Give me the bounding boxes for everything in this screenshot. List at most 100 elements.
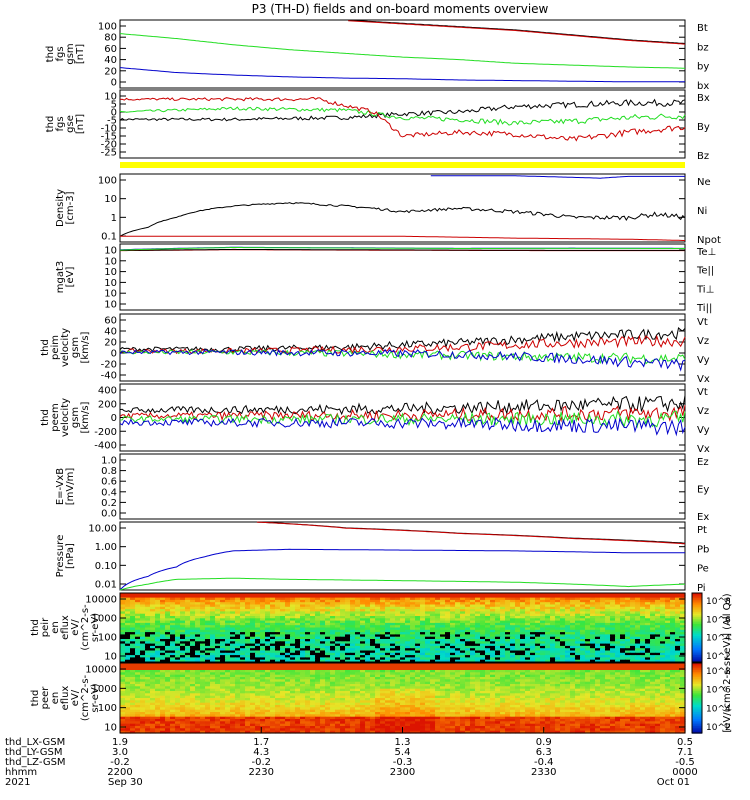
heatmap-cell xyxy=(390,674,396,678)
heatmap-cell xyxy=(415,611,421,615)
heatmap-cell xyxy=(540,599,546,603)
heatmap-cell xyxy=(270,632,276,635)
heatmap-cell xyxy=(540,595,546,599)
heatmap-cell xyxy=(655,655,661,658)
heatmap-cell xyxy=(455,641,461,645)
heatmap-cell xyxy=(455,674,461,678)
heatmap-cell xyxy=(510,593,516,596)
heatmap-cell xyxy=(340,609,346,612)
heatmap-cell xyxy=(255,622,261,626)
heatmap-cell xyxy=(485,686,491,690)
heatmap-cell xyxy=(490,627,496,631)
heatmap-cell xyxy=(555,611,561,615)
heatmap-cell xyxy=(225,627,231,631)
heatmap-cell xyxy=(460,639,466,642)
heatmap-cell xyxy=(470,593,476,596)
heatmap-cell xyxy=(205,679,211,683)
heatmap-cell xyxy=(640,659,646,663)
heatmap-cell xyxy=(185,650,191,654)
heatmap-cell xyxy=(215,595,221,599)
y-tick-label: 80 xyxy=(104,33,117,44)
heatmap-cell xyxy=(560,620,566,624)
heatmap-cell xyxy=(225,620,231,624)
heatmap-cell xyxy=(425,686,431,690)
heatmap-cell xyxy=(465,686,471,690)
heatmap-cell xyxy=(510,674,516,678)
heatmap-cell xyxy=(385,672,391,676)
heatmap-cell xyxy=(465,611,471,615)
heatmap-cell xyxy=(320,616,326,619)
legend-entry: Bx xyxy=(697,93,710,104)
heatmap-cell xyxy=(150,648,156,652)
heatmap-cell xyxy=(255,609,261,612)
heatmap-cell xyxy=(165,604,171,608)
heatmap-cell xyxy=(135,629,141,633)
heatmap-cell xyxy=(520,629,526,633)
heatmap-cell xyxy=(170,632,176,635)
heatmap-cell xyxy=(125,606,131,610)
heatmap-cell xyxy=(325,667,331,671)
heatmap-cell xyxy=(655,602,661,606)
heatmap-cell xyxy=(315,604,321,608)
heatmap-cell xyxy=(565,625,571,629)
heatmap-cell xyxy=(405,609,411,612)
heatmap-cell xyxy=(630,629,636,633)
heatmap-cell xyxy=(620,634,626,638)
heatmap-cell xyxy=(225,597,231,601)
heatmap-cell xyxy=(240,650,246,654)
heatmap-cell xyxy=(510,667,516,671)
heatmap-cell xyxy=(290,645,296,649)
heatmap-cell xyxy=(335,663,341,666)
heatmap-cell xyxy=(190,625,196,629)
heatmap-cell xyxy=(665,620,671,624)
heatmap-cell xyxy=(355,625,361,629)
y-axis-label: eflux xyxy=(60,615,71,640)
heatmap-cell xyxy=(230,655,236,658)
heatmap-cell xyxy=(250,655,256,658)
heatmap-cell xyxy=(310,604,316,608)
heatmap-cell xyxy=(195,667,201,671)
heatmap-cell xyxy=(475,632,481,635)
heatmap-cell xyxy=(120,618,126,622)
heatmap-cell xyxy=(385,679,391,683)
heatmap-cell xyxy=(350,639,356,642)
heatmap-cell xyxy=(305,686,311,690)
heatmap-cell xyxy=(495,597,501,601)
heatmap-cell xyxy=(410,611,416,615)
heatmap-cell xyxy=(470,627,476,631)
heatmap-cell xyxy=(495,618,501,622)
heatmap-cell xyxy=(440,627,446,631)
heatmap-cell xyxy=(575,684,581,687)
heatmap-cell xyxy=(635,663,641,666)
heatmap-cell xyxy=(275,616,281,619)
heatmap-cell xyxy=(245,634,251,638)
heatmap-cell xyxy=(255,674,261,678)
heatmap-cell xyxy=(480,634,486,638)
heatmap-cell xyxy=(350,655,356,658)
heatmap-cell xyxy=(205,677,211,680)
heatmap-cell xyxy=(195,643,201,647)
heatmap-cell xyxy=(325,629,331,633)
heatmap-cell xyxy=(325,677,331,680)
heatmap-cell xyxy=(225,657,231,661)
heatmap-cell xyxy=(570,606,576,610)
heatmap-cell xyxy=(625,670,631,673)
heatmap-cell xyxy=(580,595,586,599)
heatmap-cell xyxy=(165,684,171,687)
heatmap-cell xyxy=(285,648,291,652)
heatmap-cell xyxy=(255,688,261,692)
heatmap-cell xyxy=(255,643,261,647)
heatmap-cell xyxy=(525,604,531,608)
heatmap-cell xyxy=(240,593,246,596)
heatmap-cell xyxy=(310,636,316,640)
heatmap-cell xyxy=(585,641,591,645)
heatmap-cell xyxy=(590,632,596,635)
heatmap-cell xyxy=(315,672,321,676)
heatmap-cell xyxy=(365,625,371,629)
heatmap-cell xyxy=(330,602,336,606)
heatmap-cell xyxy=(230,667,236,671)
heatmap-cell xyxy=(605,657,611,661)
heatmap-cell xyxy=(500,597,506,601)
heatmap-cell xyxy=(455,667,461,671)
